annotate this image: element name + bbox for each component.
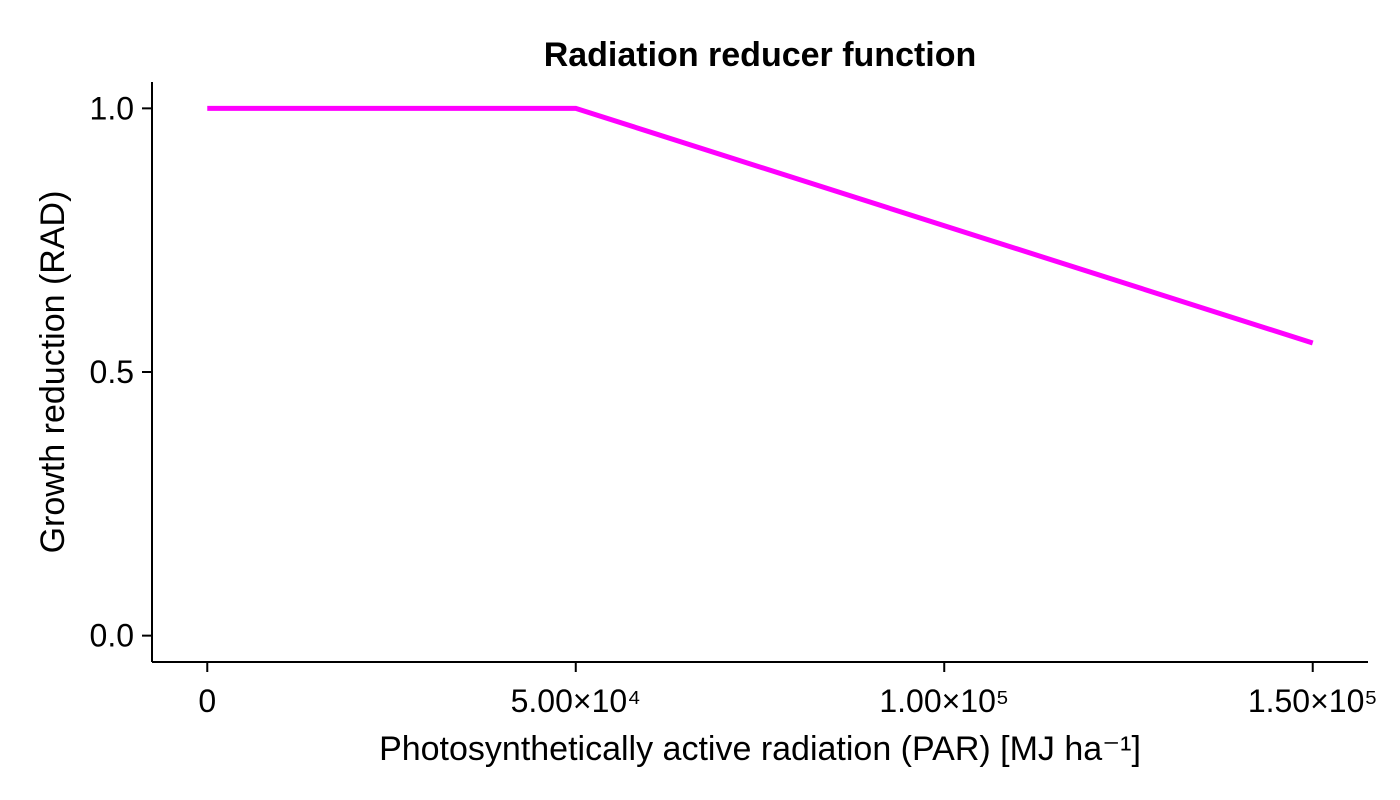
x-tick-label: 1.00×10⁵ (879, 683, 1009, 719)
x-tick-label: 1.50×10⁵ (1248, 683, 1378, 719)
chart-title: Radiation reducer function (544, 36, 977, 74)
series-layer (207, 105, 1314, 346)
y-tick-label: 0.5 (90, 354, 134, 390)
y-tick-label: 0.0 (90, 618, 134, 654)
x-axis-ticks: 0 5.00×10⁴ 1.00×10⁵ 1.50×10⁵ (198, 662, 1378, 719)
y-axis-label: Growth reduction (RAD) (34, 191, 72, 554)
y-tick-label: 1.0 (90, 90, 134, 126)
y-axis-ticks: 0.0 0.5 1.0 (90, 90, 152, 654)
x-tick-label: 5.00×10⁴ (511, 683, 641, 719)
x-axis-label: Photosynthetically active radiation (PAR… (379, 730, 1141, 768)
series-line (207, 105, 1314, 346)
x-tick-label: 0 (198, 683, 216, 719)
